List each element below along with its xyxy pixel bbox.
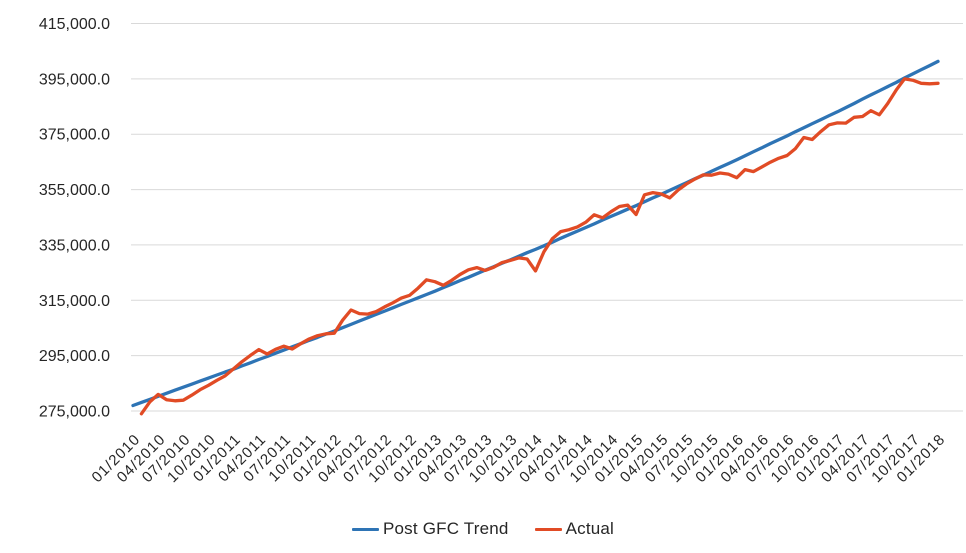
legend-item-post-gfc-trend[interactable]: Post GFC Trend <box>351 519 509 539</box>
y-axis-tick-label: 375,000.0 <box>39 127 110 144</box>
line-chart: 415,000.0 395,000.0 375,000.0 355,000.0 335,… <box>39 16 963 486</box>
legend-swatch-actual <box>534 527 562 531</box>
series-lines <box>131 59 940 416</box>
chart-legend: Post GFC Trend Actual <box>0 514 966 544</box>
legend-swatch-post-gfc-trend <box>351 527 379 531</box>
y-axis-tick-label: 295,000.0 <box>39 348 110 365</box>
x-axis-labels: 01/201004/201007/201010/201001/201104/20… <box>89 431 949 486</box>
legend-item-actual[interactable]: Actual <box>534 519 615 539</box>
y-axis-tick-label: 335,000.0 <box>39 237 110 254</box>
series-line-post-gfc-trend[interactable] <box>131 59 940 408</box>
series-line-actual[interactable] <box>139 77 940 416</box>
y-axis-tick-label: 415,000.0 <box>39 16 110 33</box>
y-axis-tick-label: 395,000.0 <box>39 71 110 88</box>
y-axis-tick-label: 275,000.0 <box>39 404 110 421</box>
y-axis-labels: 415,000.0 395,000.0 375,000.0 355,000.0 335,… <box>39 16 110 421</box>
legend-label-post-gfc-trend: Post GFC Trend <box>382 519 509 538</box>
y-axis-tick-label: 355,000.0 <box>39 182 110 199</box>
y-axis-tick-label: 315,000.0 <box>39 293 110 310</box>
legend-label-actual: Actual <box>565 519 615 538</box>
